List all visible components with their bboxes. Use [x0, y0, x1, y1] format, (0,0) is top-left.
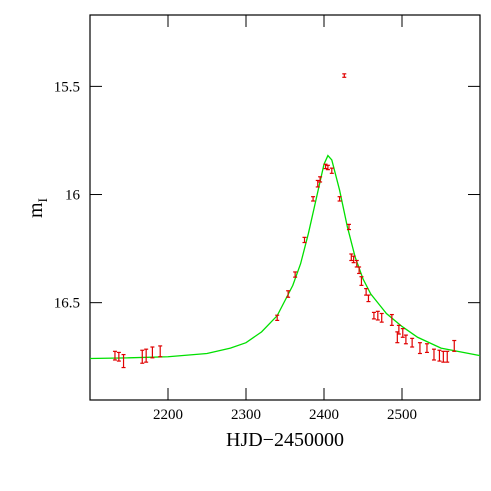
error-bar-point [158, 345, 163, 358]
y-axis-label: mI [25, 198, 50, 218]
error-bar-point [431, 348, 436, 361]
error-bar-point [379, 312, 384, 323]
y-axis-label-group: mI [25, 198, 50, 218]
error-bar-point [452, 339, 457, 352]
y-tick-label: 16 [65, 188, 81, 204]
error-bar-point [342, 73, 347, 78]
error-bar-point [311, 196, 316, 202]
error-bar-point [403, 334, 408, 345]
error-bar-point [441, 350, 446, 363]
error-bar-point [286, 290, 291, 298]
y-tick-label: 16.5 [54, 296, 80, 312]
error-bar-point [375, 310, 380, 321]
error-bar-point [116, 351, 121, 362]
error-bar-point [275, 314, 280, 322]
error-bar-point [364, 288, 369, 296]
error-bar-point [351, 255, 356, 264]
error-bar-point [337, 196, 342, 202]
y-tick-label: 15.5 [54, 79, 80, 95]
error-bar-point [366, 294, 371, 303]
model-curve [89, 154, 481, 360]
error-bar-point [302, 236, 307, 244]
error-bar-point [323, 163, 328, 170]
error-bar-point [396, 324, 401, 335]
error-bar-point [112, 350, 117, 361]
error-bar-point [140, 349, 145, 364]
error-bar-point [346, 223, 351, 231]
error-bar-point [417, 342, 422, 355]
error-bar-point [318, 176, 323, 183]
y-axis-label-main: m [25, 202, 47, 218]
x-tick-label: 2200 [153, 407, 183, 423]
x-tick-label: 2400 [309, 407, 339, 423]
error-bar-point [349, 253, 354, 262]
y-axis-label-sub: I [35, 198, 50, 202]
x-tick-label: 2500 [387, 407, 417, 423]
x-axis-label: HJD−2450000 [226, 429, 344, 451]
error-bar-point [389, 313, 394, 326]
error-bar-point [315, 179, 320, 188]
error-bar-point [144, 348, 149, 363]
error-bar-point [424, 343, 429, 354]
error-bar-point [410, 337, 415, 348]
error-bar-point [437, 349, 442, 362]
error-bar-point [329, 167, 334, 174]
error-bar-point [293, 271, 298, 278]
error-bar-point [357, 266, 362, 275]
error-bar-point [359, 276, 364, 286]
error-bar-point [150, 346, 155, 359]
error-bar-point [445, 350, 450, 363]
error-bar-point [325, 164, 330, 171]
x-tick-label: 2300 [231, 407, 261, 423]
error-bar-point [371, 311, 376, 320]
plot-frame [89, 14, 481, 401]
error-bar-point [121, 353, 126, 369]
error-bar-point [400, 328, 405, 338]
